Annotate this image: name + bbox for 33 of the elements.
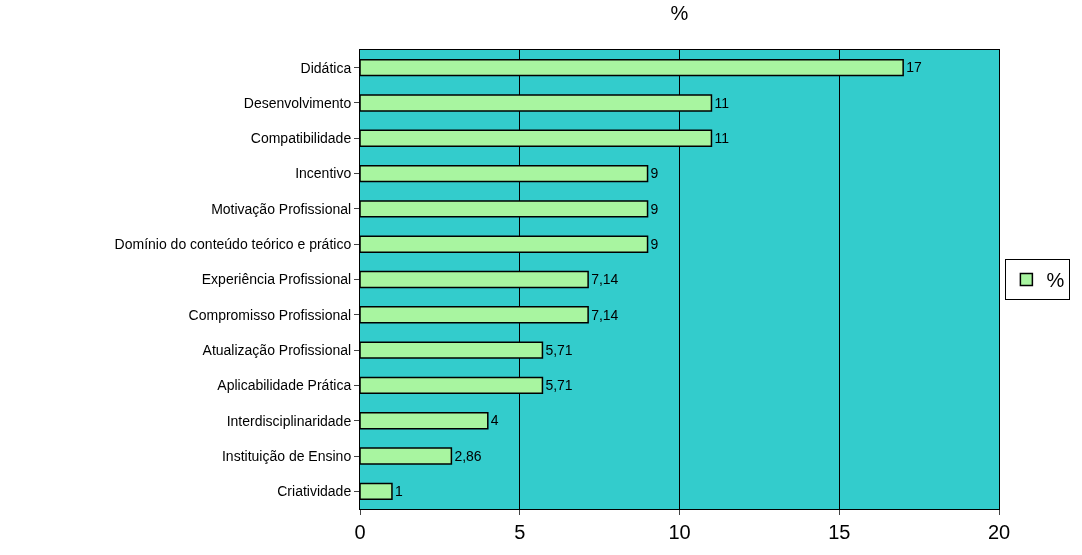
y-tick-label: Desenvolvimento xyxy=(243,94,352,111)
data-label: 5,71 xyxy=(545,341,573,358)
y-tick-label: Instituição de Ensino xyxy=(222,447,352,464)
data-label: 4 xyxy=(490,412,499,429)
x-tick-label: 15 xyxy=(828,521,851,543)
x-tick-label: 0 xyxy=(354,521,366,543)
data-label: 1 xyxy=(394,483,403,500)
data-label: 9 xyxy=(650,200,659,217)
x-tick-label: 10 xyxy=(668,521,691,543)
data-label: 5,71 xyxy=(545,377,573,394)
y-tick-label: Compromisso Profissional xyxy=(188,306,352,323)
legend-label: % xyxy=(1046,269,1065,292)
y-tick-label: Interdisciplinaridade xyxy=(226,412,352,429)
y-tick-label: Aplicabilidade Prática xyxy=(217,377,352,394)
data-label: 17 xyxy=(906,59,922,76)
y-tick-label: Incentivo xyxy=(295,165,352,182)
data-label: 7,14 xyxy=(591,271,619,288)
y-tick-label: Motivação Profissional xyxy=(211,200,352,217)
x-tick-label: 20 xyxy=(987,521,1011,543)
y-tick-label: Criatividade xyxy=(277,483,352,500)
y-tick-label: Atualização Profissional xyxy=(202,342,352,359)
y-tick-label: Experiência Profissional xyxy=(201,271,352,288)
y-tick-label: Domínio do conteúdo teórico e prático xyxy=(114,236,352,253)
data-label: 7,14 xyxy=(591,306,619,323)
data-label: 11 xyxy=(714,130,730,147)
data-label: 11 xyxy=(714,94,730,111)
data-label: 9 xyxy=(650,235,659,252)
x-tick-label: 5 xyxy=(514,521,526,543)
data-label: 2,86 xyxy=(454,447,482,464)
data-label: 9 xyxy=(650,165,659,182)
y-tick-label: Compatibilidade xyxy=(250,130,352,147)
chart-title: % xyxy=(670,1,689,24)
y-tick-label: Didática xyxy=(300,59,352,76)
